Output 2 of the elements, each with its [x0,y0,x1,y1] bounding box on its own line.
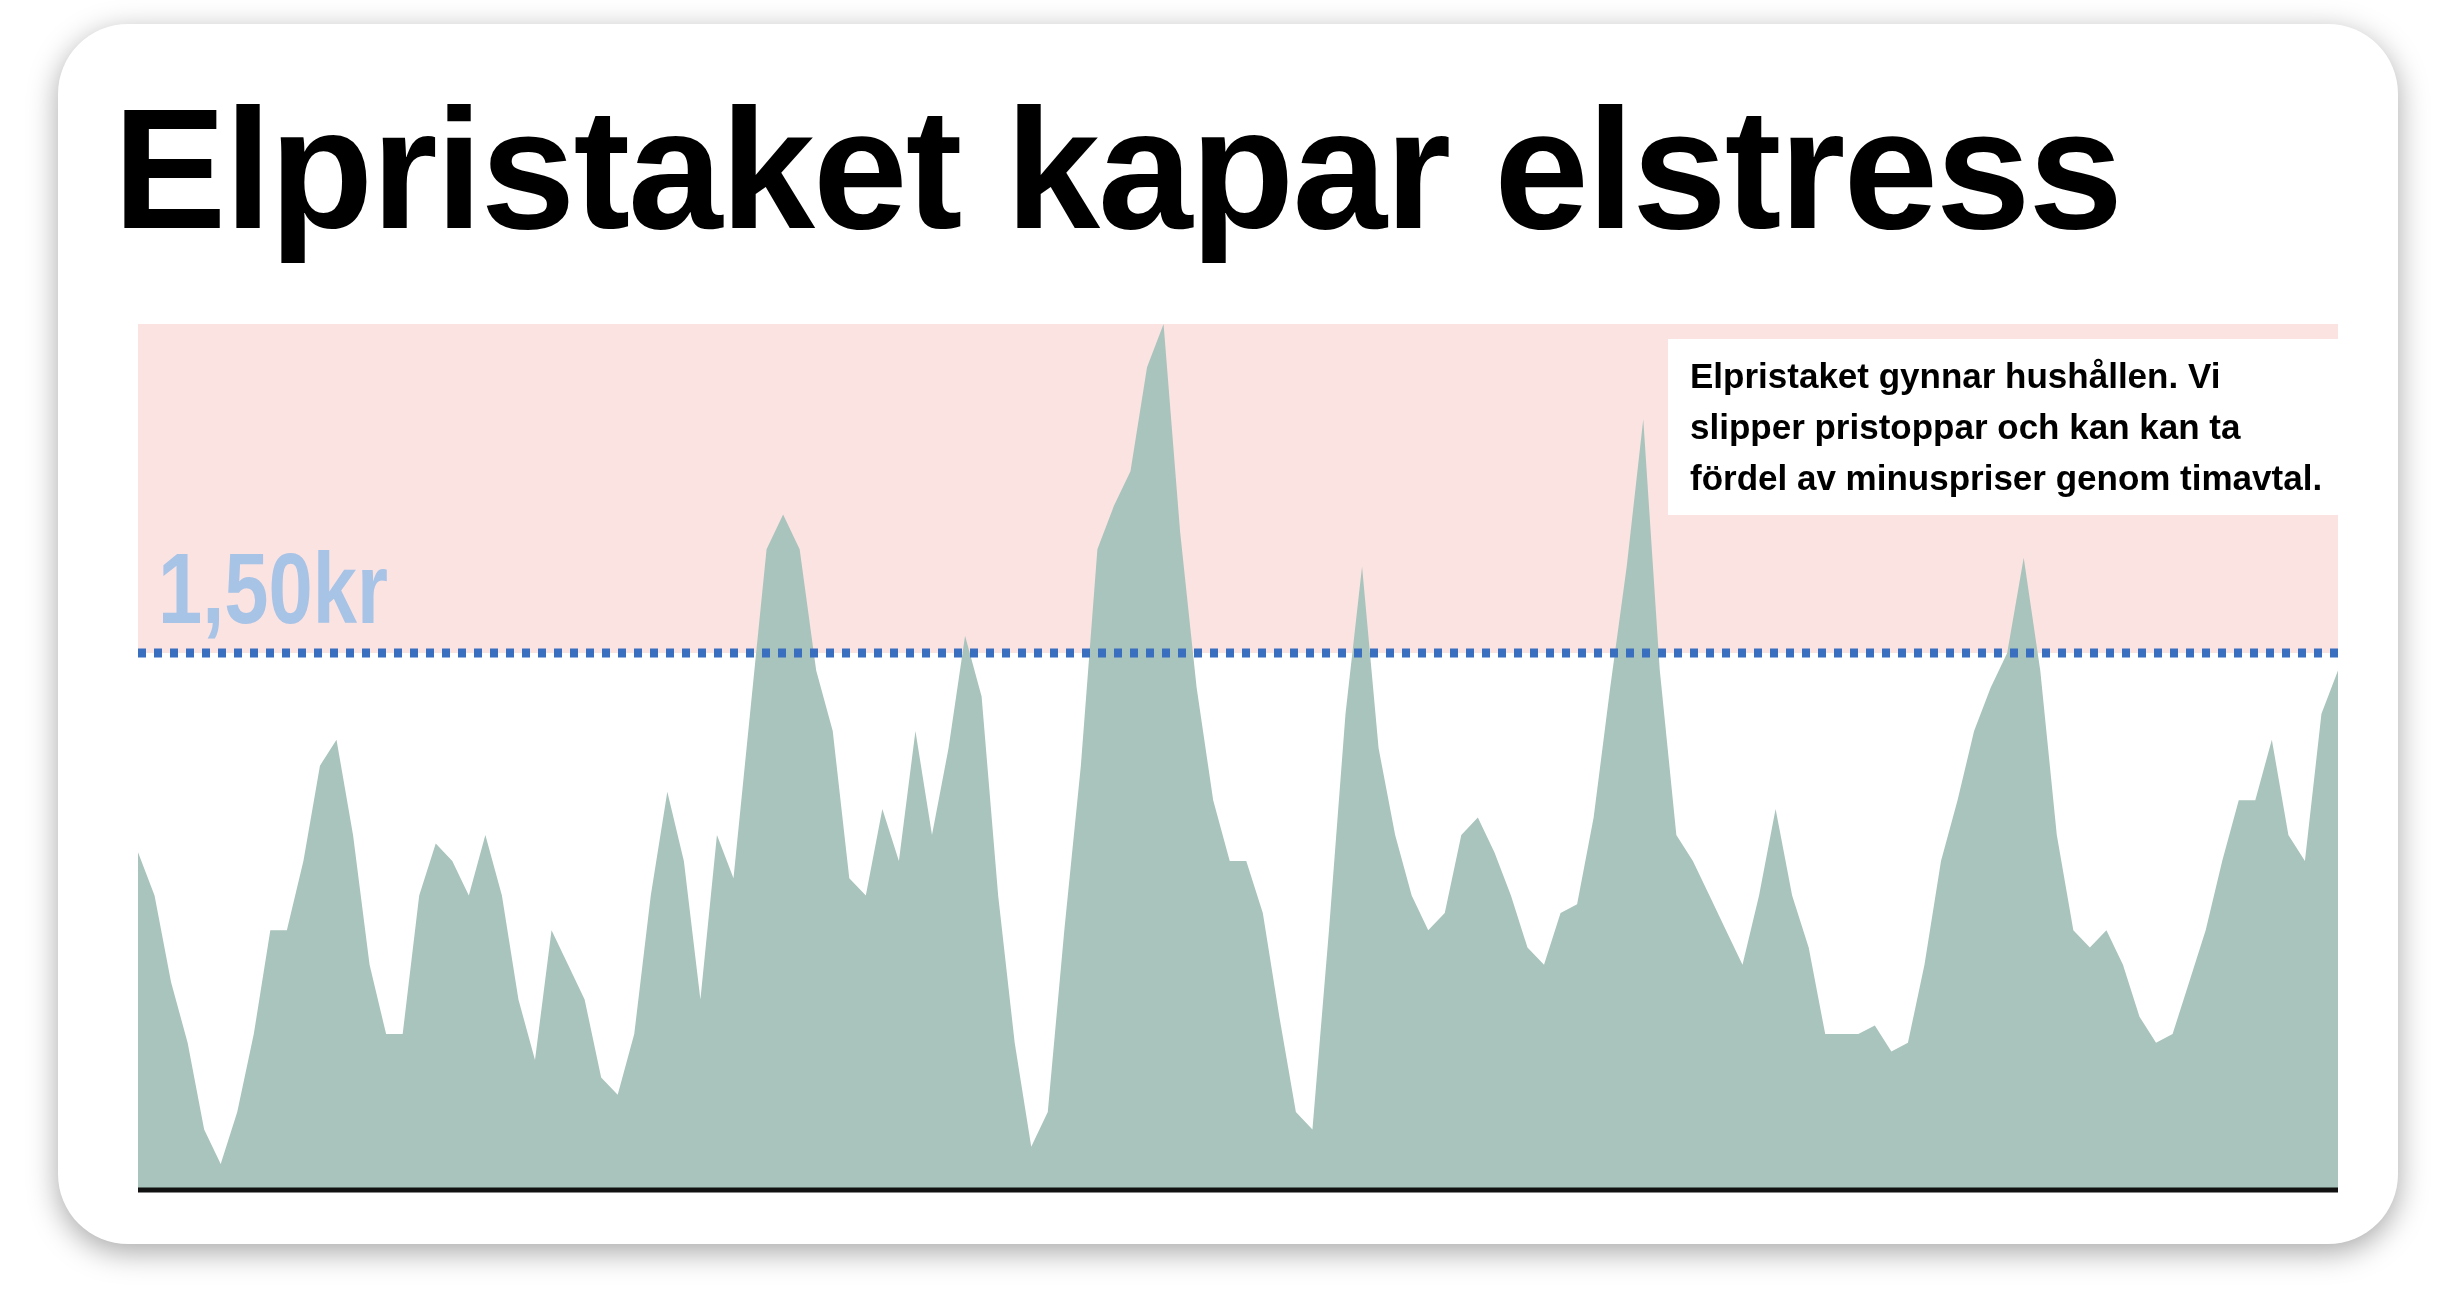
ref-line-label: 1,50kr [158,532,448,645]
chart-title: Elpristaket kapar elstress [113,74,2122,264]
